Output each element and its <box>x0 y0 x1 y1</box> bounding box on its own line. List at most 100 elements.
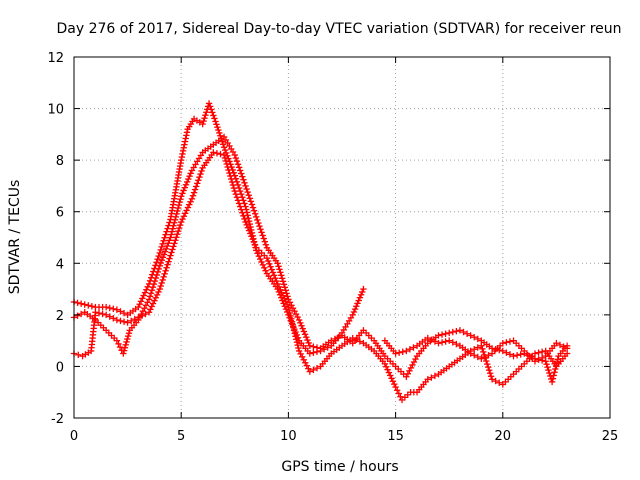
data-point <box>392 350 399 357</box>
data-point <box>253 213 260 221</box>
data-point <box>409 361 416 369</box>
data-point <box>278 289 285 296</box>
x-tick-label: 25 <box>602 429 619 444</box>
data-point <box>148 287 156 294</box>
data-point <box>548 378 556 386</box>
data-point <box>294 313 301 321</box>
data-point <box>110 305 117 313</box>
data-point <box>151 277 159 285</box>
data-point <box>288 315 295 323</box>
data-point <box>224 163 231 171</box>
data-point <box>551 369 558 376</box>
data-point <box>385 369 393 376</box>
data-point <box>251 210 259 217</box>
data-point <box>395 349 403 356</box>
data-point <box>304 336 311 344</box>
data-point <box>113 306 121 313</box>
data-point <box>354 300 361 307</box>
data-point <box>172 237 179 244</box>
data-point <box>442 330 449 337</box>
data-point <box>242 203 249 210</box>
data-point <box>499 340 506 347</box>
data-point <box>302 359 309 366</box>
data-point <box>248 233 255 240</box>
data-point <box>438 339 446 346</box>
data-point <box>467 332 474 339</box>
data-point <box>357 291 365 299</box>
data-point <box>435 340 442 347</box>
data-point <box>154 268 162 276</box>
data-point <box>240 197 247 204</box>
data-point <box>259 261 267 269</box>
data-point <box>247 230 254 237</box>
data-point <box>288 318 296 325</box>
data-point <box>456 327 464 334</box>
data-point <box>355 297 362 304</box>
data-point <box>155 288 162 296</box>
data-point <box>239 173 246 180</box>
data-point <box>287 312 294 320</box>
data-point <box>488 376 496 383</box>
data-point <box>238 206 245 213</box>
data-point <box>88 303 96 310</box>
data-point <box>208 106 215 113</box>
y-tick-label: 6 <box>56 206 64 221</box>
data-point <box>177 221 184 229</box>
data-point <box>158 279 165 287</box>
data-point <box>120 318 128 325</box>
data-point <box>387 372 394 379</box>
data-point <box>384 366 391 373</box>
data-point <box>544 363 551 371</box>
plot-frame <box>73 56 611 419</box>
data-point <box>258 229 265 236</box>
data-point <box>349 334 356 342</box>
data-point <box>328 337 335 344</box>
data-point <box>297 319 304 327</box>
data-point <box>243 221 250 229</box>
data-point <box>517 351 524 358</box>
data-point <box>165 239 172 247</box>
data-point <box>178 218 185 226</box>
data-point <box>431 372 439 380</box>
y-tick-label: 2 <box>56 309 64 324</box>
data-point <box>412 355 419 363</box>
data-point <box>531 350 539 357</box>
data-point <box>299 325 306 332</box>
data-point <box>220 144 228 151</box>
data-point <box>283 290 290 297</box>
data-point <box>392 383 399 391</box>
data-point <box>234 161 242 168</box>
y-tick-label: -2 <box>51 412 64 427</box>
data-point <box>210 149 217 156</box>
data-point <box>260 235 267 242</box>
data-point <box>147 306 154 313</box>
data-point <box>478 342 485 349</box>
data-point <box>388 375 395 382</box>
data-point <box>331 335 339 343</box>
y-axis-label: SDTVAR / TECUs <box>7 180 23 295</box>
data-point <box>267 263 274 270</box>
data-point <box>251 241 259 249</box>
data-point <box>291 330 299 337</box>
data-point <box>222 157 230 165</box>
data-point <box>230 184 238 192</box>
data-point <box>280 281 288 288</box>
data-point <box>110 315 117 322</box>
data-point <box>120 309 128 317</box>
data-point <box>503 339 510 346</box>
data-point <box>158 243 165 251</box>
data-point <box>300 356 307 363</box>
data-point <box>124 319 131 326</box>
data-point <box>214 123 221 131</box>
data-point <box>189 192 197 199</box>
data-point <box>163 264 170 271</box>
data-point <box>148 303 155 310</box>
data-point <box>389 378 397 385</box>
data-point <box>164 242 171 250</box>
data-point <box>159 254 167 261</box>
data-point <box>381 360 389 368</box>
data-point <box>187 170 194 177</box>
data-point <box>183 178 191 186</box>
data-point <box>428 374 435 381</box>
data-point <box>270 272 278 279</box>
